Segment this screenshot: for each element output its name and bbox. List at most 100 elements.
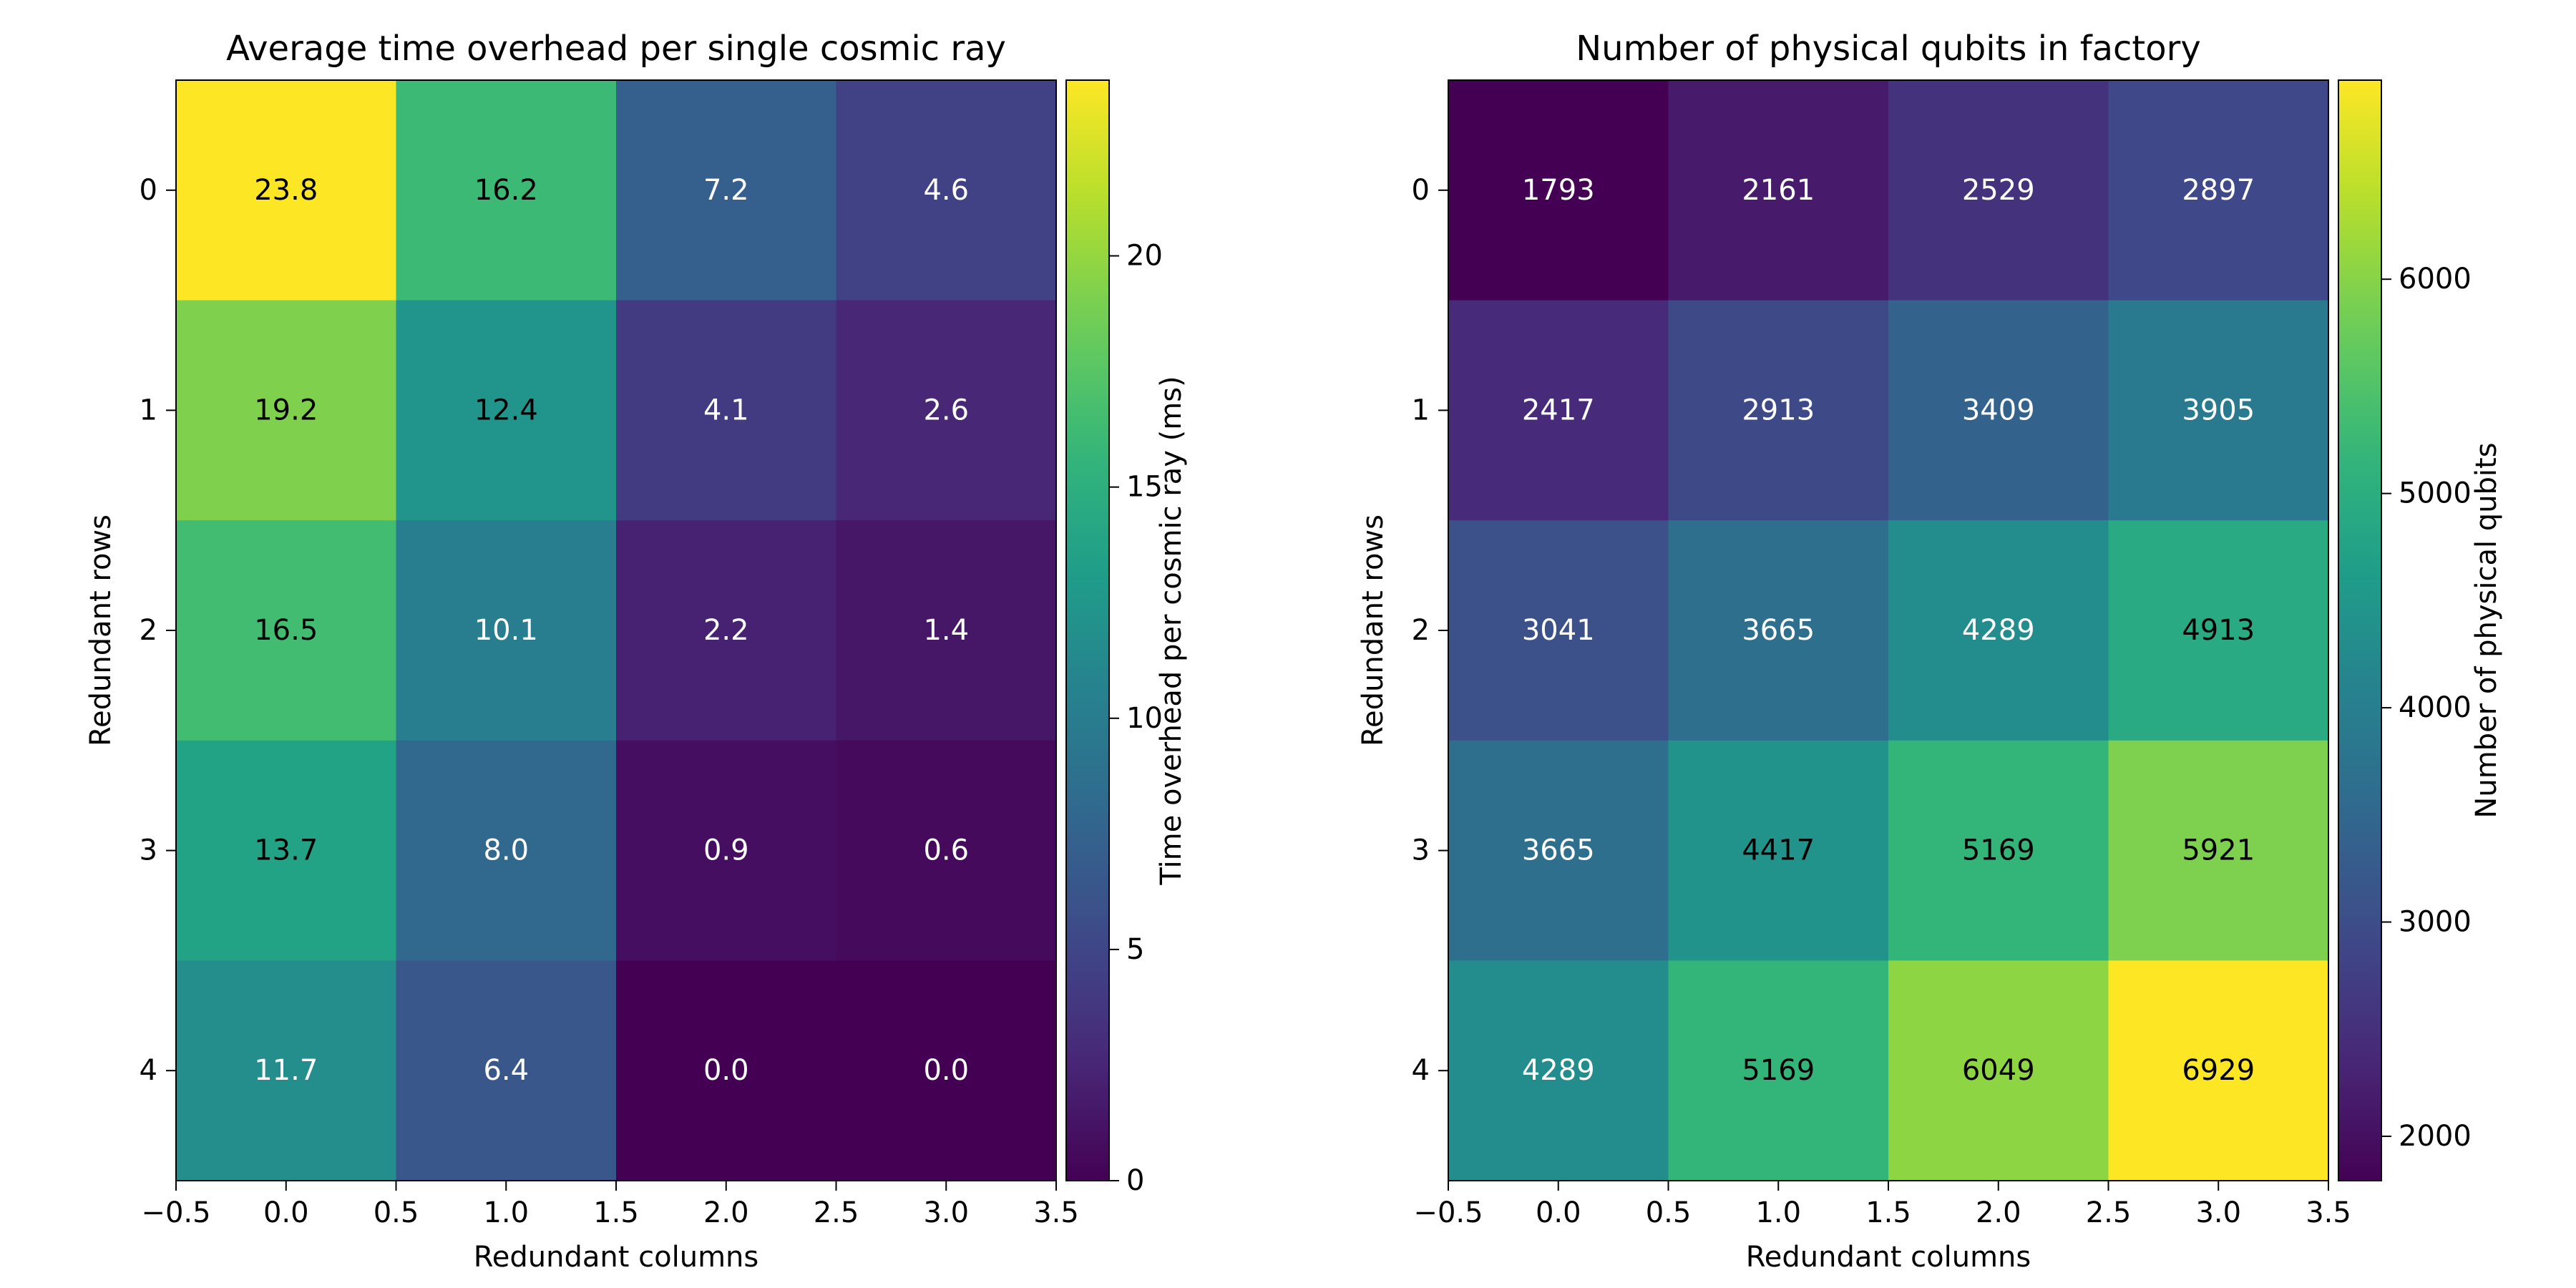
heatmap-cell (836, 80, 1057, 301)
heatmap-cell (176, 960, 396, 1181)
y-tick-label: 2 (1412, 614, 1430, 647)
cell-value-label: 3041 (1522, 614, 1595, 647)
cell-value-label: 0.0 (923, 1054, 969, 1087)
heatmap-cell (1888, 520, 2109, 741)
heatmap-cell (1888, 300, 2109, 521)
heatmap-cell (1668, 80, 1889, 301)
heatmap-cell (2108, 740, 2329, 961)
heatmap-cell (1668, 300, 1889, 521)
heatmap-cell (836, 740, 1057, 961)
x-tick-label: −0.5 (1413, 1196, 1483, 1229)
colorbar-tick-label: 0 (1126, 1164, 1144, 1197)
heatmap-cell (616, 80, 836, 301)
heatmap-cell (2108, 300, 2329, 521)
heatmap-cell (1448, 80, 1669, 301)
y-tick-label: 2 (140, 614, 157, 647)
heatmap-cell (396, 520, 617, 741)
y-axis-label: Redundant rows (1357, 514, 1390, 746)
x-tick-label: 0.5 (1646, 1196, 1692, 1229)
colorbar (1065, 79, 1110, 1181)
colorbar-label: Time overhead per cosmic ray (ms) (1155, 376, 1188, 885)
cell-value-label: 3409 (1962, 394, 2035, 426)
colorbar (2338, 79, 2382, 1181)
heatmap-cell (2108, 960, 2329, 1181)
cell-value-label: 12.4 (474, 394, 538, 426)
colorbar-tick-label: 20 (1126, 240, 1163, 273)
colorbar-tick-label: 3000 (2399, 906, 2472, 939)
cell-value-label: 2417 (1522, 394, 1595, 426)
y-tick-label: 3 (1412, 834, 1430, 867)
cell-value-label: 2.2 (703, 614, 749, 647)
heatmap-cell (396, 300, 617, 521)
cell-value-label: 0.9 (703, 834, 749, 867)
cell-value-label: 3665 (1522, 834, 1595, 867)
x-tick-label: 3.5 (1033, 1196, 1079, 1229)
heatmap-cell (1448, 960, 1669, 1181)
y-tick-label: 1 (140, 394, 157, 426)
heatmap-cell (1448, 740, 1669, 961)
x-tick-label: 0.0 (263, 1196, 309, 1229)
heatmap-cell (616, 740, 836, 961)
cell-value-label: 4.1 (703, 394, 749, 426)
cell-value-label: 0.6 (923, 834, 969, 867)
cell-value-label: 5921 (2182, 834, 2255, 867)
heatmap-cell (836, 520, 1057, 741)
cell-value-label: 6049 (1962, 1054, 2035, 1087)
x-axis-label: Redundant columns (1746, 1241, 2031, 1274)
heatmap-cell (836, 960, 1057, 1181)
cell-value-label: 11.7 (254, 1054, 318, 1087)
x-axis-label: Redundant columns (474, 1241, 758, 1274)
heatmap-cell (1448, 520, 1669, 741)
cell-value-label: 6929 (2182, 1054, 2255, 1087)
x-tick-label: 2.5 (814, 1196, 859, 1229)
y-tick-label: 4 (1412, 1054, 1430, 1087)
x-tick-label: 1.5 (593, 1196, 639, 1229)
heatmap-cell (396, 740, 617, 961)
heatmap-cell (1668, 740, 1889, 961)
heatmap-cell (1888, 960, 2109, 1181)
cell-value-label: 10.1 (474, 614, 538, 647)
y-tick-label: 0 (140, 174, 157, 207)
colorbar-tick-label: 5000 (2399, 477, 2472, 510)
colorbar-tick-label: 5 (1126, 933, 1144, 966)
cell-value-label: 5169 (1742, 1054, 1815, 1087)
cell-value-label: 2.6 (923, 394, 969, 426)
cell-value-label: 3665 (1742, 614, 1815, 647)
heatmap-cell (176, 520, 396, 741)
x-tick-label: 2.5 (2086, 1196, 2132, 1229)
heatmap-cell (396, 960, 617, 1181)
cell-value-label: 1793 (1522, 174, 1595, 207)
cell-value-label: 4289 (1962, 614, 2035, 647)
y-tick-label: 1 (1412, 394, 1430, 426)
x-tick-label: 3.0 (923, 1196, 969, 1229)
chart-title: Average time overhead per single cosmic … (226, 29, 1006, 69)
cell-value-label: 16.2 (474, 174, 538, 207)
heatmap-cell (176, 300, 396, 521)
cell-value-label: 4.6 (923, 174, 969, 207)
cell-value-label: 7.2 (703, 174, 749, 207)
heatmap-cell (1448, 300, 1669, 521)
y-axis-label: Redundant rows (84, 514, 117, 746)
cell-value-label: 1.4 (923, 614, 969, 647)
cell-value-label: 5169 (1962, 834, 2035, 867)
heatmap-cell (176, 80, 396, 301)
heatmap-cell (836, 300, 1057, 521)
x-tick-label: 2.0 (703, 1196, 749, 1229)
heatmap-cell (396, 80, 617, 301)
heatmap-cell (2108, 80, 2329, 301)
cell-value-label: 0.0 (703, 1054, 749, 1087)
heatmap-cell (616, 960, 836, 1181)
y-tick-label: 3 (140, 834, 157, 867)
cell-value-label: 2161 (1742, 174, 1815, 207)
heatmap-panel-left: 23.8 16.2 7.2 4.6 19.2 12.4 4.1 2.6 16.5 10.1 2.2 1… (84, 29, 1188, 1274)
cell-value-label: 3905 (2182, 394, 2255, 426)
x-tick-label: 1.0 (483, 1196, 529, 1229)
cell-value-label: 13.7 (254, 834, 318, 867)
colorbar-tick-label: 10 (1126, 702, 1163, 735)
cell-value-label: 4417 (1742, 834, 1815, 867)
colorbar-label: Number of physical qubits (2470, 442, 2503, 818)
x-tick-label: −0.5 (141, 1196, 210, 1229)
heatmap-cell (176, 740, 396, 961)
